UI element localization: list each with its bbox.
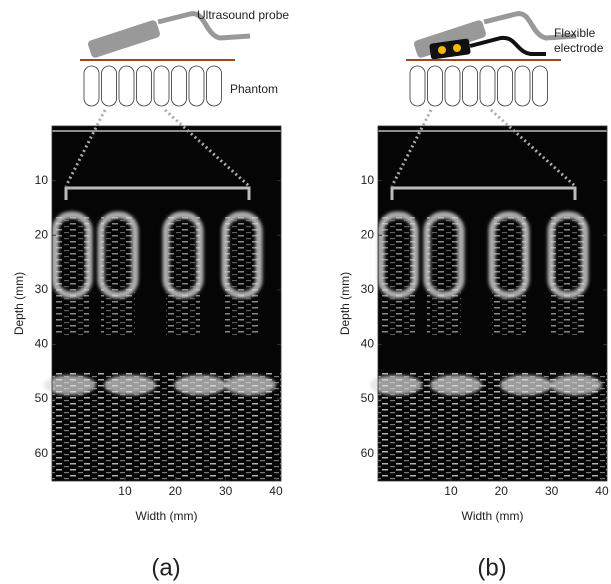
phantom-tube: [207, 66, 222, 106]
probe-label: Ultrasound probe: [197, 8, 289, 22]
x-tick-label: 30: [545, 484, 559, 498]
x-tick-label: 40: [269, 484, 283, 498]
phantom-tube: [533, 66, 548, 106]
tube-echo-speckle: [551, 215, 585, 335]
tube-echo-speckle: [225, 215, 259, 335]
phantom-tube: [84, 66, 99, 106]
y-tick-label: 40: [361, 337, 375, 351]
phantom-tube: [154, 66, 169, 106]
probe: [87, 19, 161, 58]
tube-echo-speckle: [101, 215, 135, 335]
phantom-tube: [172, 66, 187, 106]
phantom-tube: [102, 66, 117, 106]
y-tick-label: 60: [361, 446, 375, 460]
electrode-cable: [470, 38, 546, 54]
y-tick-label: 10: [361, 173, 375, 187]
phantom-tube: [428, 66, 443, 106]
phantom-tube: [515, 66, 530, 106]
x-axis-label: Width (mm): [136, 509, 198, 523]
bottom-echo-blob: [174, 375, 226, 395]
figure: Ultrasound probe Phantom 10 20 30 40 10 20 30 40 5…: [0, 0, 611, 584]
y-tick-label: 30: [35, 282, 49, 296]
x-tick-label: 30: [219, 484, 233, 498]
phantom-tube: [410, 66, 425, 106]
bottom-echo-blob: [550, 375, 602, 395]
tube-echo-speckle: [492, 215, 526, 335]
y-tick-label: 10: [35, 173, 49, 187]
y-tick-label: 20: [361, 227, 375, 241]
bottom-echo-blob: [224, 375, 276, 395]
phantom-tube: [137, 66, 152, 106]
electrode-label: electrode: [554, 41, 604, 55]
bottom-echo-blob: [430, 375, 482, 395]
y-axis-label: Depth (mm): [12, 272, 26, 335]
phantom-tube: [119, 66, 134, 106]
phantom-tube: [445, 66, 460, 106]
x-tick-label: 20: [495, 484, 509, 498]
bottom-echo-blob: [104, 375, 156, 395]
y-tick-label: 20: [35, 227, 49, 241]
panel-label: (a): [151, 554, 180, 581]
bottom-echo-blob: [500, 375, 552, 395]
electrode-pad: [438, 46, 446, 54]
tube-echo-speckle: [55, 215, 89, 335]
tube-echo-speckle: [427, 215, 461, 335]
tube-echo-speckle: [381, 215, 415, 335]
x-tick-label: 20: [169, 484, 183, 498]
y-axis-label: Depth (mm): [338, 272, 352, 335]
y-tick-label: 50: [361, 391, 375, 405]
phantom-tube: [463, 66, 478, 106]
y-tick-label: 50: [35, 391, 49, 405]
x-tick-label: 10: [118, 484, 132, 498]
y-tick-label: 40: [35, 337, 49, 351]
x-tick-label: 40: [595, 484, 609, 498]
phantom-tube: [480, 66, 495, 106]
panel-label: (b): [477, 554, 506, 581]
x-axis-label: Width (mm): [462, 509, 524, 523]
phantom-tube: [498, 66, 513, 106]
phantom-tube: [189, 66, 204, 106]
y-tick-label: 60: [35, 446, 49, 460]
phantom-label: Phantom: [230, 82, 278, 96]
x-tick-label: 10: [444, 484, 458, 498]
electrode-label: Flexible: [554, 26, 596, 40]
y-tick-label: 30: [361, 282, 375, 296]
tube-echo-speckle: [166, 215, 200, 335]
panel: Ultrasound probe Phantom 10 20 30 40 10 20 30 40 5…: [12, 8, 289, 581]
electrode-pad: [453, 44, 461, 52]
